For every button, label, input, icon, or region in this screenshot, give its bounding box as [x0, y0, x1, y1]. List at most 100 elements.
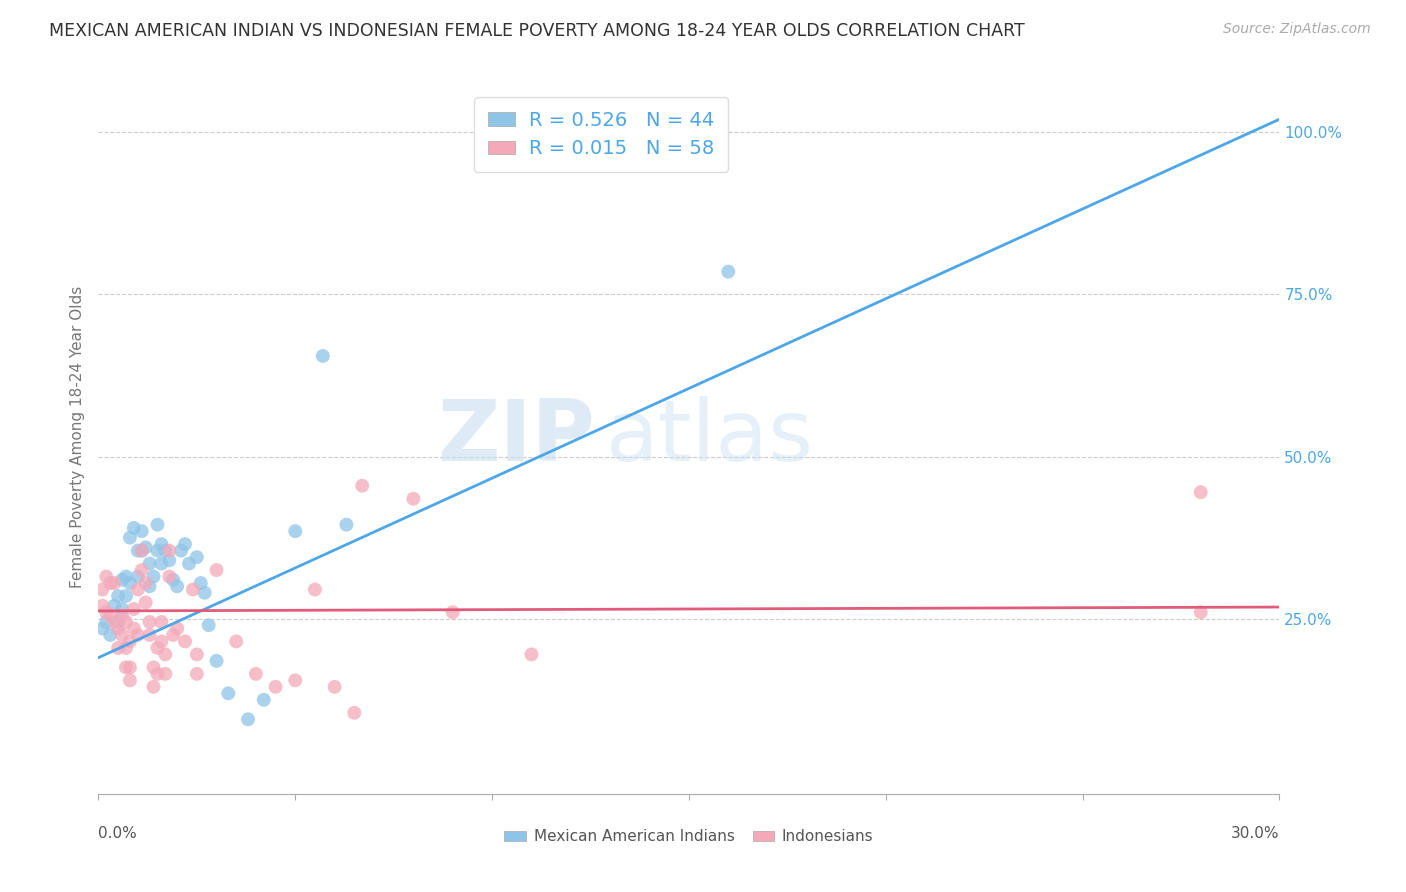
Point — [111, 608, 134, 623]
Point — [236, 712, 259, 726]
Point — [312, 349, 335, 363]
Point — [142, 680, 165, 694]
Point — [138, 557, 160, 571]
Text: 30.0%: 30.0% — [1232, 826, 1279, 841]
Point — [174, 537, 197, 551]
Point — [98, 608, 121, 623]
Point — [118, 673, 141, 688]
Point — [131, 524, 153, 538]
Point — [174, 634, 197, 648]
Point — [115, 615, 138, 629]
Point — [166, 579, 188, 593]
Point — [186, 550, 208, 565]
Point — [181, 582, 204, 597]
Point — [146, 517, 169, 532]
Text: atlas: atlas — [606, 395, 814, 479]
Point — [155, 648, 177, 662]
Point — [205, 654, 228, 668]
Text: ZIP: ZIP — [437, 395, 595, 479]
Point — [717, 265, 740, 279]
Point — [135, 595, 157, 609]
Point — [150, 537, 173, 551]
Point — [111, 602, 134, 616]
Y-axis label: Female Poverty Among 18-24 Year Olds: Female Poverty Among 18-24 Year Olds — [69, 286, 84, 588]
Point — [205, 563, 228, 577]
Point — [135, 541, 157, 555]
Point — [91, 582, 114, 597]
Point — [122, 622, 145, 636]
Point — [127, 628, 149, 642]
Point — [150, 615, 173, 629]
Point — [157, 553, 180, 567]
Point — [96, 605, 118, 619]
Text: MEXICAN AMERICAN INDIAN VS INDONESIAN FEMALE POVERTY AMONG 18-24 YEAR OLDS CORRE: MEXICAN AMERICAN INDIAN VS INDONESIAN FE… — [49, 22, 1025, 40]
Point — [91, 622, 114, 636]
Point — [225, 634, 247, 648]
Point — [162, 573, 184, 587]
Point — [111, 628, 134, 642]
Point — [107, 640, 129, 655]
Point — [245, 666, 267, 681]
Point — [441, 605, 464, 619]
Point — [127, 569, 149, 583]
Point — [170, 543, 193, 558]
Point — [142, 660, 165, 674]
Point — [138, 615, 160, 629]
Point — [122, 602, 145, 616]
Point — [186, 666, 208, 681]
Point — [323, 680, 346, 694]
Point — [335, 517, 357, 532]
Point — [115, 589, 138, 603]
Point — [118, 576, 141, 591]
Point — [155, 543, 177, 558]
Point — [118, 531, 141, 545]
Point — [138, 628, 160, 642]
Point — [166, 622, 188, 636]
Point — [177, 557, 200, 571]
Point — [131, 563, 153, 577]
Point — [127, 543, 149, 558]
Point — [264, 680, 287, 694]
Point — [96, 569, 118, 583]
Point — [304, 582, 326, 597]
Point — [115, 640, 138, 655]
Point — [107, 615, 129, 629]
Text: 0.0%: 0.0% — [98, 826, 138, 841]
Point — [146, 543, 169, 558]
Point — [352, 479, 374, 493]
Point — [111, 573, 134, 587]
Point — [103, 576, 125, 591]
Point — [146, 640, 169, 655]
Point — [107, 622, 129, 636]
Point — [118, 634, 141, 648]
Point — [107, 589, 129, 603]
Point — [115, 660, 138, 674]
Point — [162, 628, 184, 642]
Point — [157, 569, 180, 583]
Point — [155, 666, 177, 681]
Legend: Mexican American Indians, Indonesians: Mexican American Indians, Indonesians — [498, 823, 880, 850]
Point — [217, 686, 239, 700]
Point — [91, 599, 114, 613]
Point — [402, 491, 425, 506]
Point — [127, 582, 149, 597]
Point — [197, 618, 219, 632]
Point — [1189, 485, 1212, 500]
Point — [343, 706, 366, 720]
Point — [98, 628, 121, 642]
Point — [115, 569, 138, 583]
Point — [284, 524, 307, 538]
Point — [118, 660, 141, 674]
Point — [150, 634, 173, 648]
Point — [103, 615, 125, 629]
Point — [98, 576, 121, 591]
Point — [150, 557, 173, 571]
Point — [146, 666, 169, 681]
Point — [96, 615, 118, 629]
Point — [1189, 605, 1212, 619]
Point — [131, 543, 153, 558]
Point — [157, 543, 180, 558]
Point — [138, 579, 160, 593]
Point — [194, 586, 217, 600]
Point — [103, 599, 125, 613]
